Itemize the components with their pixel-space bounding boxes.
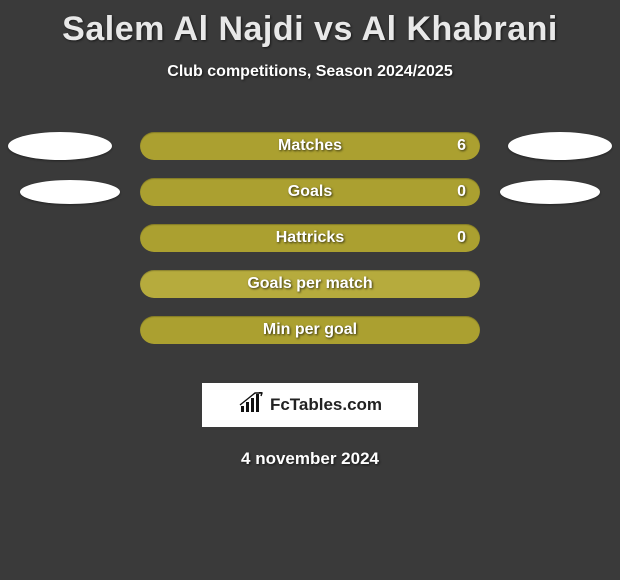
stat-label: Hattricks bbox=[276, 229, 344, 247]
right-oval bbox=[508, 132, 612, 160]
stat-row-matches: Matches 6 bbox=[0, 123, 620, 169]
stat-row-hattricks: Hattricks 0 bbox=[0, 215, 620, 261]
stat-row-mpg: Min per goal bbox=[0, 307, 620, 353]
date-text: 4 november 2024 bbox=[0, 449, 620, 469]
chart-icon bbox=[238, 392, 264, 419]
stat-label: Matches bbox=[278, 137, 342, 155]
stat-rows: Matches 6 Goals 0 Hattricks 0 Goals per … bbox=[0, 123, 620, 353]
stat-row-gpm: Goals per match bbox=[0, 261, 620, 307]
stat-value-right: 6 bbox=[457, 137, 466, 155]
comparison-infographic: Salem Al Najdi vs Al Khabrani Club compe… bbox=[0, 0, 620, 580]
page-subtitle: Club competitions, Season 2024/2025 bbox=[0, 63, 620, 81]
stat-label: Goals bbox=[288, 183, 332, 201]
stat-value-right: 0 bbox=[457, 229, 466, 247]
stat-row-goals: Goals 0 bbox=[0, 169, 620, 215]
stat-value-right: 0 bbox=[457, 183, 466, 201]
stat-bar: Hattricks 0 bbox=[140, 224, 480, 252]
page-title: Salem Al Najdi vs Al Khabrani bbox=[0, 0, 620, 49]
left-oval bbox=[20, 180, 120, 204]
right-oval bbox=[500, 180, 600, 204]
stat-bar: Goals 0 bbox=[140, 178, 480, 206]
left-oval bbox=[8, 132, 112, 160]
stat-label: Goals per match bbox=[247, 275, 372, 293]
logo-text: FcTables.com bbox=[270, 395, 382, 415]
stat-bar: Matches 6 bbox=[140, 132, 480, 160]
stat-label: Min per goal bbox=[263, 321, 357, 339]
fctables-logo: FcTables.com bbox=[202, 383, 418, 427]
stat-bar: Min per goal bbox=[140, 316, 480, 344]
stat-bar: Goals per match bbox=[140, 270, 480, 298]
